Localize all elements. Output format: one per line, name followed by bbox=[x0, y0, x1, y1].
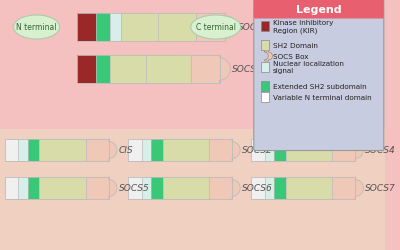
Bar bbox=[261, 63, 269, 73]
Polygon shape bbox=[196, 14, 236, 42]
FancyBboxPatch shape bbox=[254, 0, 384, 20]
Polygon shape bbox=[86, 140, 117, 161]
Bar bbox=[0, 130, 385, 250]
Bar bbox=[251, 177, 355, 199]
Bar bbox=[261, 93, 269, 102]
Bar bbox=[0, 0, 385, 130]
Text: Extended SH2 subdomain: Extended SH2 subdomain bbox=[272, 84, 366, 90]
Text: SOCS4: SOCS4 bbox=[365, 146, 396, 155]
Bar bbox=[265, 140, 274, 161]
Bar bbox=[40, 140, 86, 161]
Bar bbox=[5, 177, 109, 199]
Bar bbox=[28, 177, 40, 199]
Bar bbox=[96, 14, 110, 42]
Bar bbox=[121, 14, 158, 42]
Text: N terminal: N terminal bbox=[16, 24, 57, 32]
Bar bbox=[151, 177, 163, 199]
Bar bbox=[261, 22, 269, 32]
Bar bbox=[77, 14, 225, 42]
Polygon shape bbox=[209, 140, 240, 161]
Text: SOCS2: SOCS2 bbox=[242, 146, 273, 155]
Bar bbox=[128, 177, 232, 199]
Bar bbox=[251, 177, 265, 199]
Text: SOCS Box: SOCS Box bbox=[272, 54, 308, 60]
Bar bbox=[163, 177, 209, 199]
Polygon shape bbox=[332, 177, 364, 199]
Bar bbox=[110, 14, 121, 42]
Bar bbox=[163, 140, 209, 161]
Text: SH2 Domain: SH2 Domain bbox=[272, 43, 318, 49]
Bar bbox=[77, 56, 96, 84]
Bar bbox=[251, 140, 355, 161]
Bar bbox=[146, 56, 191, 84]
Bar bbox=[151, 140, 163, 161]
Text: SOCS6: SOCS6 bbox=[242, 184, 273, 193]
Text: Variable N terminal domain: Variable N terminal domain bbox=[272, 94, 371, 100]
Ellipse shape bbox=[191, 16, 241, 40]
FancyBboxPatch shape bbox=[254, 0, 384, 151]
Bar bbox=[128, 140, 232, 161]
Bar bbox=[96, 56, 110, 84]
Bar bbox=[18, 140, 28, 161]
Text: SOCS1: SOCS1 bbox=[238, 24, 269, 32]
Bar bbox=[28, 140, 40, 161]
Bar bbox=[261, 82, 269, 92]
Bar bbox=[110, 56, 146, 84]
Polygon shape bbox=[86, 177, 117, 199]
Bar bbox=[274, 140, 286, 161]
Bar bbox=[142, 177, 151, 199]
Bar bbox=[5, 140, 109, 161]
Text: SOCS3: SOCS3 bbox=[232, 65, 263, 74]
Bar bbox=[265, 177, 274, 199]
Polygon shape bbox=[191, 56, 230, 84]
Bar bbox=[251, 140, 265, 161]
Bar bbox=[128, 140, 142, 161]
Bar bbox=[5, 140, 18, 161]
Text: SOCS7: SOCS7 bbox=[365, 184, 396, 193]
Bar bbox=[274, 177, 286, 199]
Bar bbox=[40, 177, 86, 199]
Bar bbox=[286, 177, 332, 199]
Polygon shape bbox=[332, 140, 364, 161]
Bar bbox=[158, 14, 196, 42]
Text: Kinase Inhibitory
Region (KIR): Kinase Inhibitory Region (KIR) bbox=[272, 20, 333, 34]
Bar bbox=[77, 14, 96, 42]
Bar bbox=[286, 140, 332, 161]
Bar bbox=[5, 177, 18, 199]
Bar bbox=[261, 41, 269, 51]
Bar bbox=[142, 140, 151, 161]
Text: C terminal: C terminal bbox=[196, 24, 236, 32]
Text: Nuclear localization
signal: Nuclear localization signal bbox=[272, 61, 344, 74]
Polygon shape bbox=[209, 177, 240, 199]
Bar bbox=[18, 177, 28, 199]
Text: CIS: CIS bbox=[119, 146, 134, 155]
Text: SOCS5: SOCS5 bbox=[119, 184, 150, 193]
Bar bbox=[128, 177, 142, 199]
Polygon shape bbox=[265, 52, 272, 62]
Bar bbox=[77, 56, 220, 84]
Ellipse shape bbox=[14, 16, 60, 40]
Text: Legend: Legend bbox=[296, 5, 342, 15]
